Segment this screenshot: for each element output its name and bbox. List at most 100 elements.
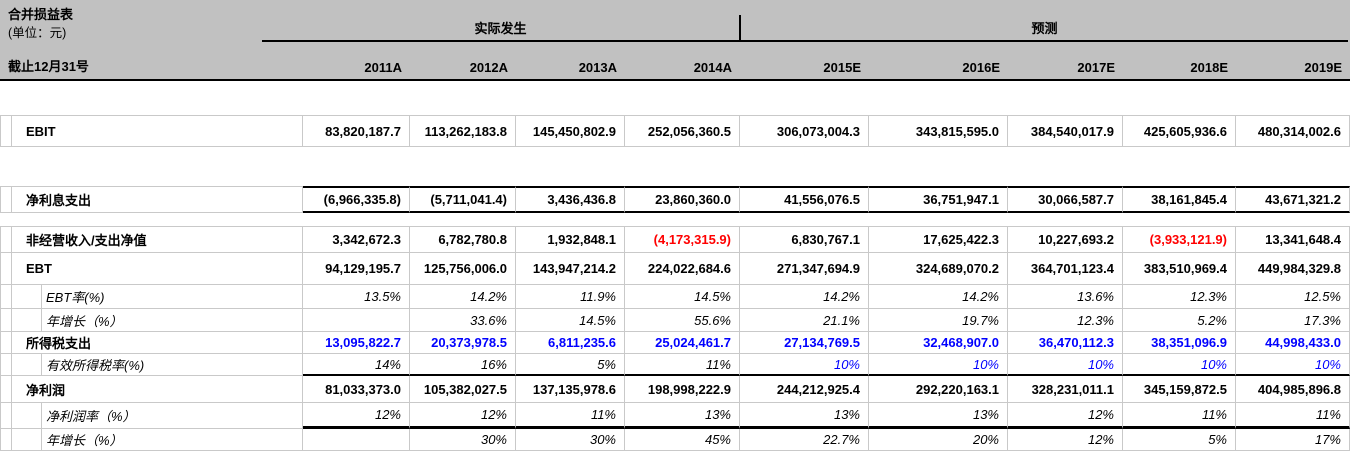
- cell-effective-tax-rate-2014A[interactable]: 11%: [625, 354, 740, 376]
- row-label-net-profit-yoy-growth[interactable]: 年增长（%）: [42, 429, 303, 451]
- cell-net-profit-yoy-growth-2013A[interactable]: 30%: [516, 429, 625, 451]
- cell-net-profit-2013A[interactable]: 137,135,978.6: [516, 376, 625, 403]
- cell-net-profit-margin-2018E[interactable]: 11%: [1123, 403, 1236, 429]
- cell-net-interest-expense-2015E[interactable]: 41,556,076.5: [740, 186, 869, 213]
- cell-ebit-2019E[interactable]: 480,314,002.6: [1236, 115, 1350, 147]
- year-header-2012A[interactable]: 2012A: [469, 60, 508, 75]
- cell-net-profit-yoy-growth-2019E[interactable]: 17%: [1236, 429, 1350, 451]
- cell-net-profit-margin-2014A[interactable]: 13%: [625, 403, 740, 429]
- cell-ebit-2013A[interactable]: 145,450,802.9: [516, 115, 625, 147]
- cell-ebt-2015E[interactable]: 271,347,694.9: [740, 253, 869, 285]
- cell-non-operating-net-2011A[interactable]: 3,342,672.3: [303, 226, 410, 253]
- year-header-2011A[interactable]: 2011A: [364, 60, 402, 75]
- cell-effective-tax-rate-2015E[interactable]: 10%: [740, 354, 869, 376]
- cell-non-operating-net-2017E[interactable]: 10,227,693.2: [1008, 226, 1123, 253]
- cell-effective-tax-rate-2018E[interactable]: 10%: [1123, 354, 1236, 376]
- cell-income-tax-expense-2011A[interactable]: 13,095,822.7: [303, 332, 410, 354]
- cell-ebt-yoy-growth-2013A[interactable]: 14.5%: [516, 309, 625, 332]
- cell-ebt-margin-2018E[interactable]: 12.3%: [1123, 285, 1236, 309]
- cell-net-interest-expense-2011A[interactable]: (6,966,335.8): [303, 186, 410, 213]
- row-label-ebit[interactable]: EBIT: [12, 115, 303, 147]
- cell-ebt-margin-2014A[interactable]: 14.5%: [625, 285, 740, 309]
- cell-income-tax-expense-2019E[interactable]: 44,998,433.0: [1236, 332, 1350, 354]
- cell-ebit-2015E[interactable]: 306,073,004.3: [740, 115, 869, 147]
- year-header-2013A[interactable]: 2013A: [578, 60, 617, 75]
- cell-effective-tax-rate-2019E[interactable]: 10%: [1236, 354, 1350, 376]
- cell-ebt-margin-2012A[interactable]: 14.2%: [410, 285, 516, 309]
- cell-net-profit-2014A[interactable]: 198,998,222.9: [625, 376, 740, 403]
- cell-non-operating-net-2014A[interactable]: (4,173,315.9): [625, 226, 740, 253]
- cell-net-profit-yoy-growth-2016E[interactable]: 20%: [869, 429, 1008, 451]
- year-header-2014A[interactable]: 2014A: [693, 60, 732, 75]
- cell-net-interest-expense-2016E[interactable]: 36,751,947.1: [869, 186, 1008, 213]
- cell-effective-tax-rate-2017E[interactable]: 10%: [1008, 354, 1123, 376]
- cell-net-interest-expense-2012A[interactable]: (5,711,041.4): [410, 186, 516, 213]
- cell-ebt-yoy-growth-2017E[interactable]: 12.3%: [1008, 309, 1123, 332]
- cell-non-operating-net-2015E[interactable]: 6,830,767.1: [740, 226, 869, 253]
- row-label-net-profit-margin[interactable]: 净利润率（%）: [42, 403, 303, 429]
- cell-effective-tax-rate-2011A[interactable]: 14%: [303, 354, 410, 376]
- cell-ebt-margin-2016E[interactable]: 14.2%: [869, 285, 1008, 309]
- cell-net-profit-yoy-growth-2011A[interactable]: [303, 429, 410, 451]
- cell-net-interest-expense-2019E[interactable]: 43,671,321.2: [1236, 186, 1350, 213]
- cell-effective-tax-rate-2013A[interactable]: 5%: [516, 354, 625, 376]
- cell-income-tax-expense-2018E[interactable]: 38,351,096.9: [1123, 332, 1236, 354]
- row-label-net-profit[interactable]: 净利润: [12, 376, 303, 403]
- year-header-2019E[interactable]: 2019E: [1304, 60, 1342, 75]
- row-label-ebt-yoy-growth[interactable]: 年增长（%）: [42, 309, 303, 332]
- cell-ebt-yoy-growth-2016E[interactable]: 19.7%: [869, 309, 1008, 332]
- cell-net-profit-yoy-growth-2014A[interactable]: 45%: [625, 429, 740, 451]
- cell-income-tax-expense-2017E[interactable]: 36,470,112.3: [1008, 332, 1123, 354]
- cell-ebt-yoy-growth-2011A[interactable]: [303, 309, 410, 332]
- year-header-2017E[interactable]: 2017E: [1077, 60, 1115, 75]
- cell-income-tax-expense-2015E[interactable]: 27,134,769.5: [740, 332, 869, 354]
- cell-ebit-2012A[interactable]: 113,262,183.8: [410, 115, 516, 147]
- cell-ebt-2013A[interactable]: 143,947,214.2: [516, 253, 625, 285]
- year-header-2015E[interactable]: 2015E: [823, 60, 861, 75]
- cell-ebt-2012A[interactable]: 125,756,006.0: [410, 253, 516, 285]
- cell-income-tax-expense-2016E[interactable]: 32,468,907.0: [869, 332, 1008, 354]
- cell-net-profit-margin-2011A[interactable]: 12%: [303, 403, 410, 429]
- cell-ebt-2011A[interactable]: 94,129,195.7: [303, 253, 410, 285]
- cell-ebt-margin-2011A[interactable]: 13.5%: [303, 285, 410, 309]
- cell-ebt-yoy-growth-2015E[interactable]: 21.1%: [740, 309, 869, 332]
- cell-net-profit-2012A[interactable]: 105,382,027.5: [410, 376, 516, 403]
- cell-ebit-2017E[interactable]: 384,540,017.9: [1008, 115, 1123, 147]
- cell-net-profit-yoy-growth-2018E[interactable]: 5%: [1123, 429, 1236, 451]
- cell-net-interest-expense-2018E[interactable]: 38,161,845.4: [1123, 186, 1236, 213]
- cell-net-profit-2019E[interactable]: 404,985,896.8: [1236, 376, 1350, 403]
- cell-non-operating-net-2013A[interactable]: 1,932,848.1: [516, 226, 625, 253]
- cell-net-profit-2011A[interactable]: 81,033,373.0: [303, 376, 410, 403]
- cell-ebit-2014A[interactable]: 252,056,360.5: [625, 115, 740, 147]
- cell-ebt-2019E[interactable]: 449,984,329.8: [1236, 253, 1350, 285]
- cell-ebt-yoy-growth-2012A[interactable]: 33.6%: [410, 309, 516, 332]
- cell-ebt-2018E[interactable]: 383,510,969.4: [1123, 253, 1236, 285]
- cell-net-profit-margin-2013A[interactable]: 11%: [516, 403, 625, 429]
- cell-effective-tax-rate-2012A[interactable]: 16%: [410, 354, 516, 376]
- cell-net-profit-margin-2019E[interactable]: 11%: [1236, 403, 1350, 429]
- row-label-ebt[interactable]: EBT: [12, 253, 303, 285]
- row-label-ebt-margin[interactable]: EBT率(%): [42, 285, 303, 309]
- row-label-net-interest-expense[interactable]: 净利息支出: [12, 186, 303, 213]
- cell-ebt-yoy-growth-2019E[interactable]: 17.3%: [1236, 309, 1350, 332]
- year-header-2018E[interactable]: 2018E: [1190, 60, 1228, 75]
- cell-non-operating-net-2016E[interactable]: 17,625,422.3: [869, 226, 1008, 253]
- cell-ebit-2011A[interactable]: 83,820,187.7: [303, 115, 410, 147]
- cell-ebt-2016E[interactable]: 324,689,070.2: [869, 253, 1008, 285]
- cell-net-profit-2018E[interactable]: 345,159,872.5: [1123, 376, 1236, 403]
- cell-ebt-2014A[interactable]: 224,022,684.6: [625, 253, 740, 285]
- cell-net-profit-margin-2017E[interactable]: 12%: [1008, 403, 1123, 429]
- cell-effective-tax-rate-2016E[interactable]: 10%: [869, 354, 1008, 376]
- cell-net-profit-margin-2015E[interactable]: 13%: [740, 403, 869, 429]
- cell-net-profit-2015E[interactable]: 244,212,925.4: [740, 376, 869, 403]
- cell-net-profit-yoy-growth-2015E[interactable]: 22.7%: [740, 429, 869, 451]
- cell-net-profit-2017E[interactable]: 328,231,011.1: [1008, 376, 1123, 403]
- cell-net-profit-margin-2012A[interactable]: 12%: [410, 403, 516, 429]
- cell-income-tax-expense-2012A[interactable]: 20,373,978.5: [410, 332, 516, 354]
- cell-ebt-margin-2019E[interactable]: 12.5%: [1236, 285, 1350, 309]
- row-label-income-tax-expense[interactable]: 所得税支出: [12, 332, 303, 354]
- cell-income-tax-expense-2014A[interactable]: 25,024,461.7: [625, 332, 740, 354]
- row-label-effective-tax-rate[interactable]: 有效所得税率(%): [42, 354, 303, 376]
- cell-net-interest-expense-2017E[interactable]: 30,066,587.7: [1008, 186, 1123, 213]
- cell-net-profit-yoy-growth-2017E[interactable]: 12%: [1008, 429, 1123, 451]
